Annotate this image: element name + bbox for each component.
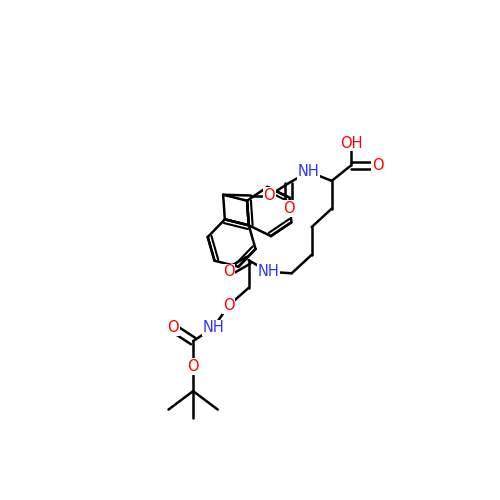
Text: NH: NH	[298, 164, 320, 179]
Text: OH: OH	[340, 136, 362, 150]
Text: O: O	[168, 320, 179, 336]
Text: O: O	[188, 359, 199, 374]
Text: O: O	[264, 188, 275, 203]
Text: O: O	[222, 264, 234, 279]
Text: O: O	[222, 298, 234, 313]
Text: O: O	[372, 158, 384, 173]
Text: NH: NH	[202, 320, 224, 336]
Text: O: O	[283, 201, 294, 216]
Text: NH: NH	[258, 264, 280, 279]
